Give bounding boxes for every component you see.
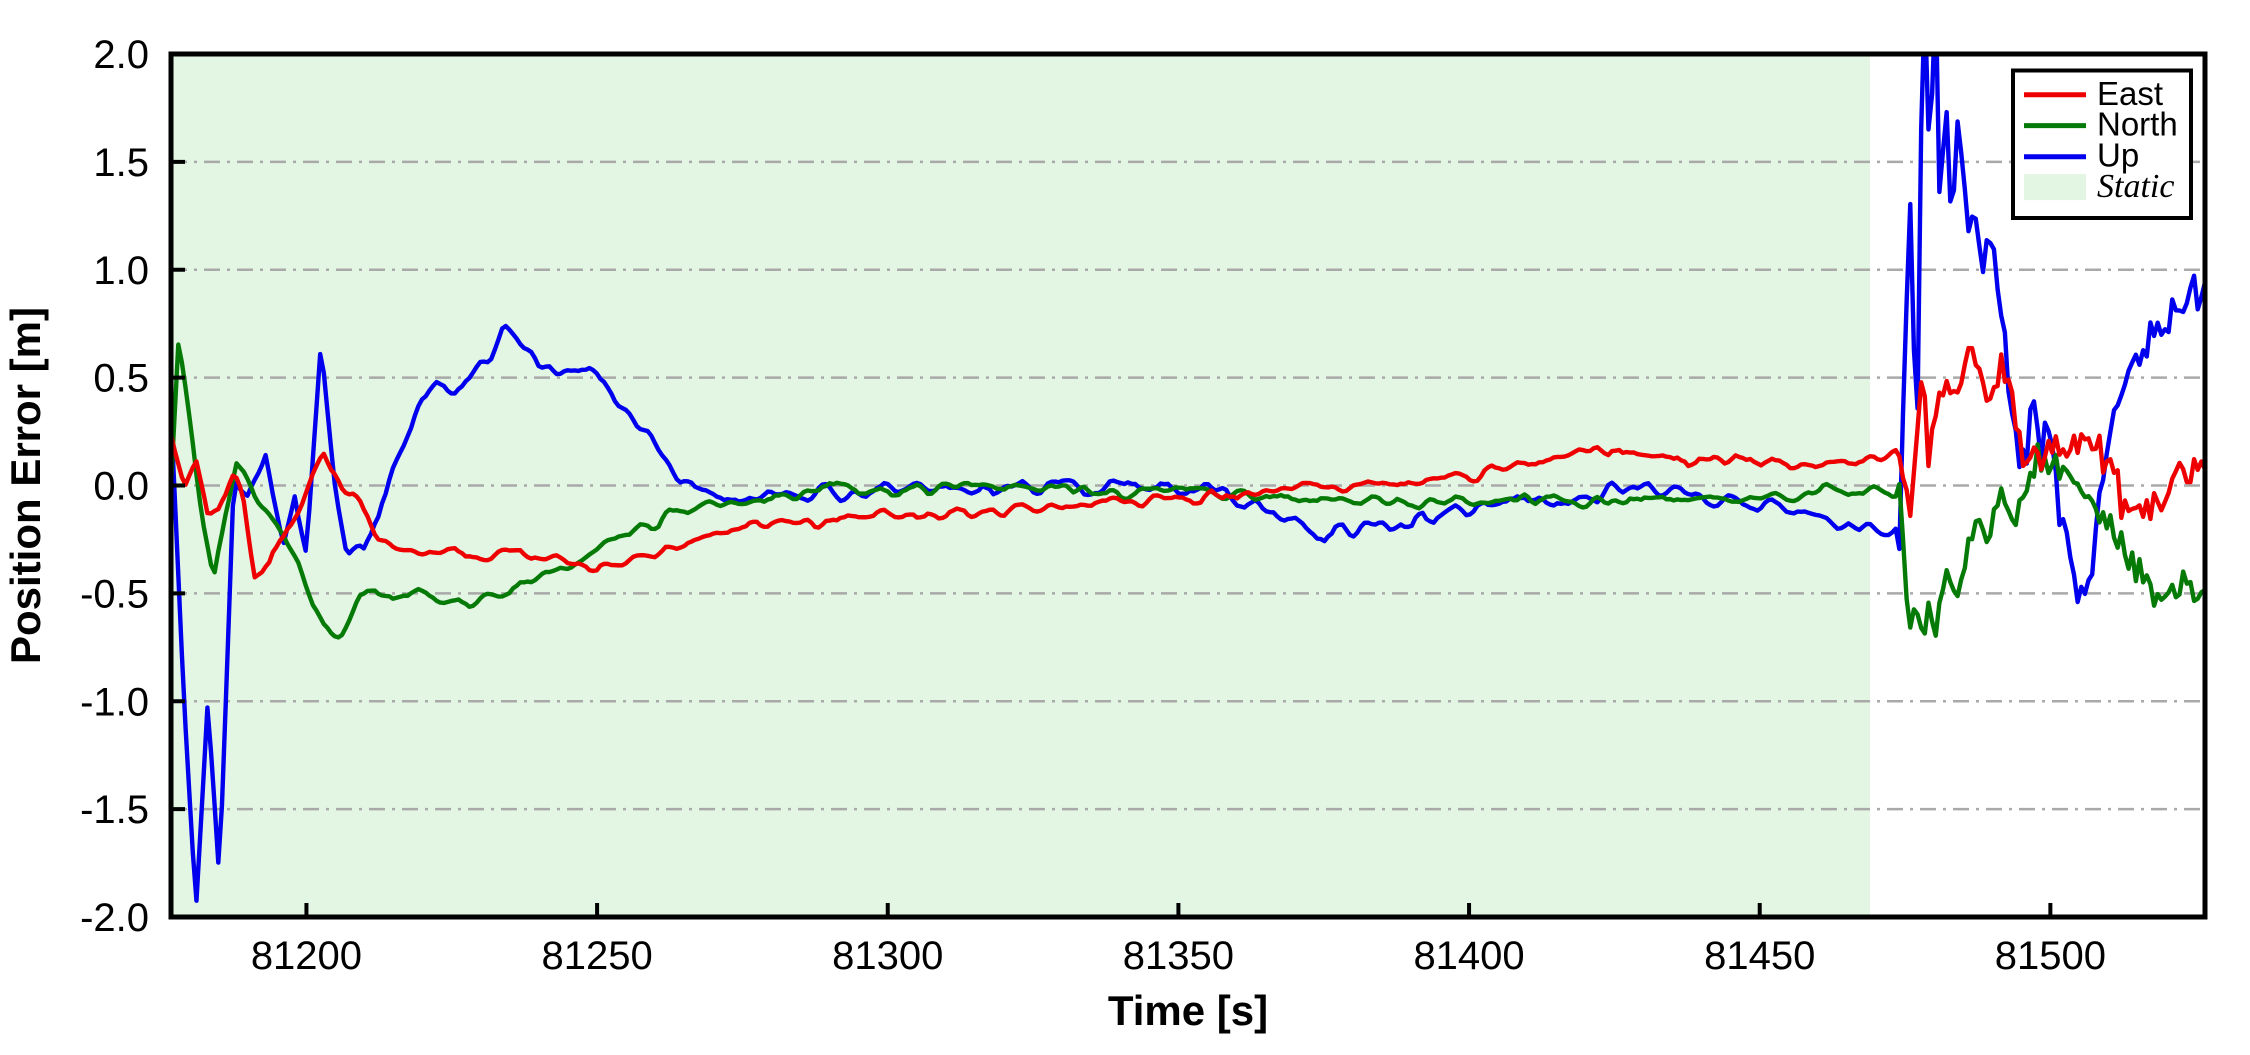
svg-text:81500: 81500: [1995, 934, 2106, 978]
svg-text:-1.5: -1.5: [80, 788, 149, 832]
svg-text:0.0: 0.0: [93, 465, 149, 509]
svg-text:81250: 81250: [541, 934, 652, 978]
svg-text:0.5: 0.5: [93, 357, 149, 401]
svg-text:2.0: 2.0: [93, 33, 149, 77]
svg-text:-0.5: -0.5: [80, 572, 149, 616]
svg-text:Time [s]: Time [s]: [1108, 987, 1268, 1034]
svg-text:81350: 81350: [1123, 934, 1234, 978]
svg-text:81450: 81450: [1704, 934, 1815, 978]
svg-text:81300: 81300: [832, 934, 943, 978]
svg-text:81400: 81400: [1413, 934, 1524, 978]
svg-text:81200: 81200: [251, 934, 362, 978]
svg-text:Position Error [m]: Position Error [m]: [2, 307, 49, 664]
svg-text:1.5: 1.5: [93, 141, 149, 185]
svg-text:Static: Static: [2097, 168, 2174, 205]
svg-text:1.0: 1.0: [93, 249, 149, 293]
svg-text:-2.0: -2.0: [80, 896, 149, 940]
svg-text:-1.0: -1.0: [80, 680, 149, 724]
